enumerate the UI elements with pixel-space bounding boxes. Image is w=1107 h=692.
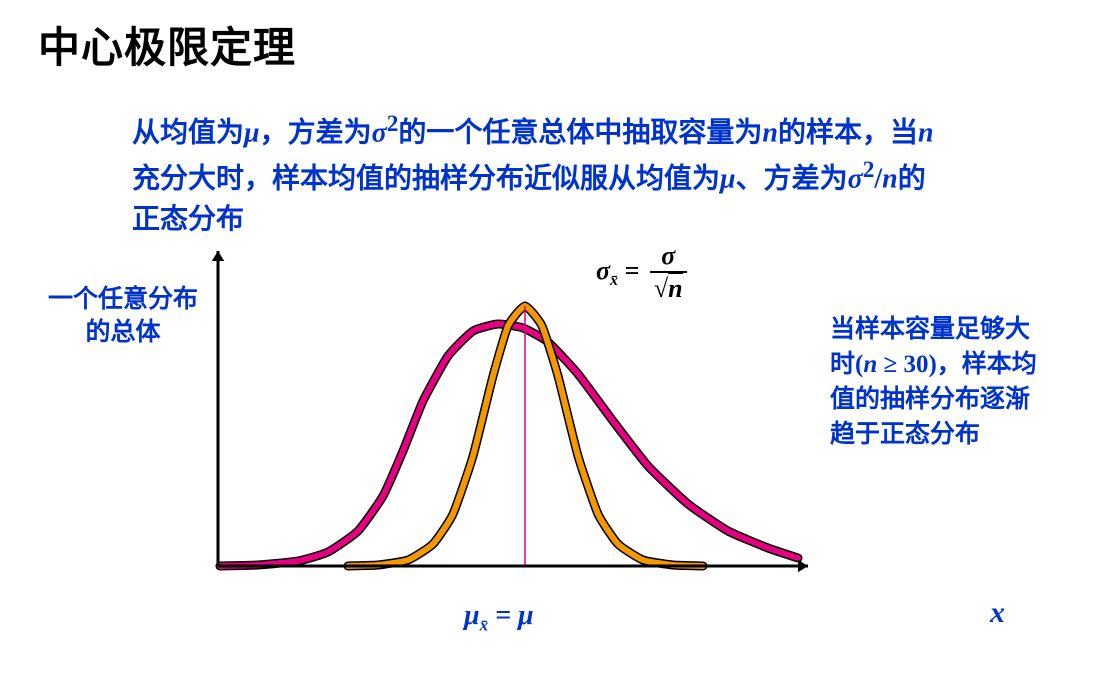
intro-text: 从均值为μ，方差为σ2的一个任意总体中抽取容量为n的样本，当n充分大时，样本均值…	[132, 108, 952, 240]
arbitrary-shadow-curve	[220, 324, 798, 566]
left-annotation: 一个任意分布的总体	[48, 284, 198, 349]
mu-formula: μx̄ = μ	[464, 600, 534, 636]
y-axis-arrow	[212, 251, 225, 261]
clt-chart	[198, 246, 818, 586]
x-axis-label: x	[990, 596, 1005, 630]
arbitrary-distribution-curve	[220, 324, 798, 566]
right-annotation: 当样本容量足够大时(n ≥ 30)，样本均值的抽样分布逐渐趋于正态分布	[830, 312, 1050, 452]
x-axis-arrow	[798, 560, 808, 573]
page-title: 中心极限定理	[38, 14, 296, 75]
